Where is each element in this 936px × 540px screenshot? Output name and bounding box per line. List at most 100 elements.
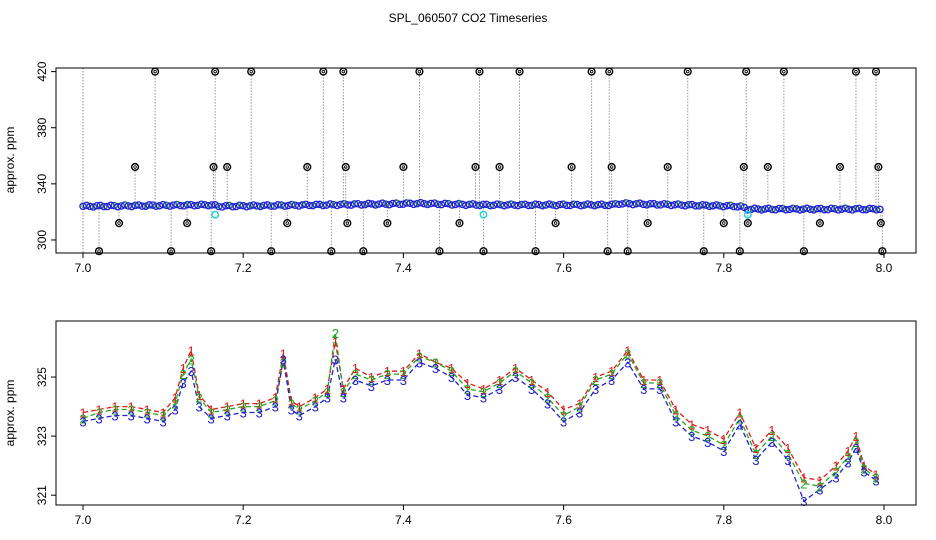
baseline-point	[702, 201, 710, 209]
baseline-point	[121, 201, 129, 209]
series-1-marker: 1	[280, 346, 287, 361]
series-2-marker: 2	[736, 411, 743, 426]
chart-title: SPL_060507 CO2 Timeseries	[389, 11, 548, 25]
bottom-x-tick-label: 7.6	[555, 513, 572, 527]
series-1-marker: 1	[544, 385, 551, 400]
top-y-tick-label: 380	[35, 117, 49, 137]
baseline-point	[409, 200, 418, 209]
baseline-point	[507, 200, 515, 208]
baseline-point	[730, 202, 738, 211]
bottom-x-tick-label: 8.0	[876, 513, 893, 527]
series-1-marker: 1	[576, 397, 583, 412]
baseline-point	[827, 204, 836, 213]
baseline-point	[622, 199, 630, 207]
series-2-marker: 2	[188, 352, 195, 367]
baseline-point	[388, 199, 397, 208]
outlier-point-core	[417, 69, 422, 74]
series-1-marker: 1	[784, 441, 791, 456]
baseline-point	[455, 199, 463, 208]
outlier-point-core	[607, 69, 611, 74]
outlier-point-core	[185, 221, 189, 225]
outlier-point-core	[344, 165, 348, 169]
baseline-point	[663, 200, 672, 209]
outlier-point-core	[269, 249, 273, 253]
baseline-point	[382, 200, 390, 208]
baseline-point	[869, 204, 877, 213]
series-3-marker: 3	[576, 406, 583, 421]
baseline-point	[563, 201, 571, 210]
series-3-marker: 3	[416, 355, 423, 370]
baseline-point	[298, 201, 307, 209]
bottom-y-axis: 321 323 325	[35, 367, 56, 505]
baseline-point	[315, 200, 324, 209]
baseline-point	[611, 199, 620, 208]
series-1-marker: 1	[143, 403, 150, 418]
baseline-point-alt	[457, 200, 463, 206]
baseline-point	[336, 200, 345, 209]
series-1-marker: 1	[624, 343, 631, 358]
baseline-point	[810, 206, 818, 214]
baseline-point	[326, 200, 334, 208]
series-2-marker: 2	[180, 367, 187, 382]
outlier-point-core	[225, 165, 229, 169]
series-2-marker: 2	[800, 476, 807, 491]
baseline-point	[824, 205, 832, 214]
series-2-marker: 2	[560, 408, 567, 423]
series-1-marker: 1	[656, 373, 663, 388]
baseline-point	[159, 200, 167, 209]
outlier-point-core	[533, 249, 538, 253]
top-y-axis: 300 340 380 420	[35, 61, 56, 250]
baseline-point	[594, 200, 602, 209]
baseline-point	[587, 201, 595, 209]
series-2-marker: 2	[384, 367, 391, 382]
series-3-marker: 3	[752, 453, 759, 468]
outlier-point-core	[625, 249, 630, 253]
baseline-point	[441, 199, 449, 208]
series-1-marker: 1	[816, 473, 823, 488]
baseline-point	[792, 205, 801, 213]
baseline-point	[604, 201, 613, 210]
baseline-point	[246, 202, 254, 210]
baseline-point	[249, 201, 258, 209]
series-3-marker: 3	[432, 361, 439, 376]
series-3-marker: 3	[736, 417, 743, 432]
outlier-point-core	[744, 69, 748, 74]
series-1-marker: 1	[95, 403, 102, 418]
top-x-tick-label: 7.4	[395, 261, 412, 275]
baseline-point	[96, 201, 105, 210]
baseline-point	[493, 200, 501, 208]
series-2-marker: 2	[528, 376, 535, 391]
series-2-line	[82, 332, 877, 487]
baseline-point	[155, 201, 164, 210]
series-1-marker: 1	[528, 373, 535, 388]
baseline-point	[458, 200, 467, 209]
series-1-marker: 1	[127, 400, 134, 415]
outlier-point	[603, 247, 612, 256]
baseline-point	[305, 201, 313, 210]
baseline-point	[277, 201, 286, 209]
top-panel: 7.0 7.2 7.4 7.6 7.8 8.0 300 340 380 420 approx. …	[3, 61, 917, 275]
outlier-point-core	[97, 249, 101, 253]
baseline-point	[542, 201, 550, 209]
baseline-point	[145, 201, 153, 209]
series-1-marker: 1	[332, 335, 339, 350]
baseline-point	[486, 201, 494, 210]
series-3-marker: 3	[784, 453, 791, 468]
outlier-point	[167, 247, 176, 256]
series-3-marker: 3	[256, 406, 263, 421]
outlier-point-core	[609, 165, 614, 169]
baseline-point	[301, 200, 310, 209]
baseline-point	[865, 204, 874, 213]
baseline-point	[705, 202, 714, 211]
series-3-marker: 3	[872, 473, 879, 488]
series-2-marker: 2	[852, 435, 859, 450]
series-2-marker: 2	[332, 326, 339, 341]
baseline-point	[500, 201, 508, 210]
baseline-point	[274, 201, 282, 209]
series-1-marker: 1	[288, 394, 295, 409]
baseline-point	[138, 202, 146, 210]
outlier-point	[699, 247, 708, 256]
series-1-marker: 1	[672, 403, 679, 418]
